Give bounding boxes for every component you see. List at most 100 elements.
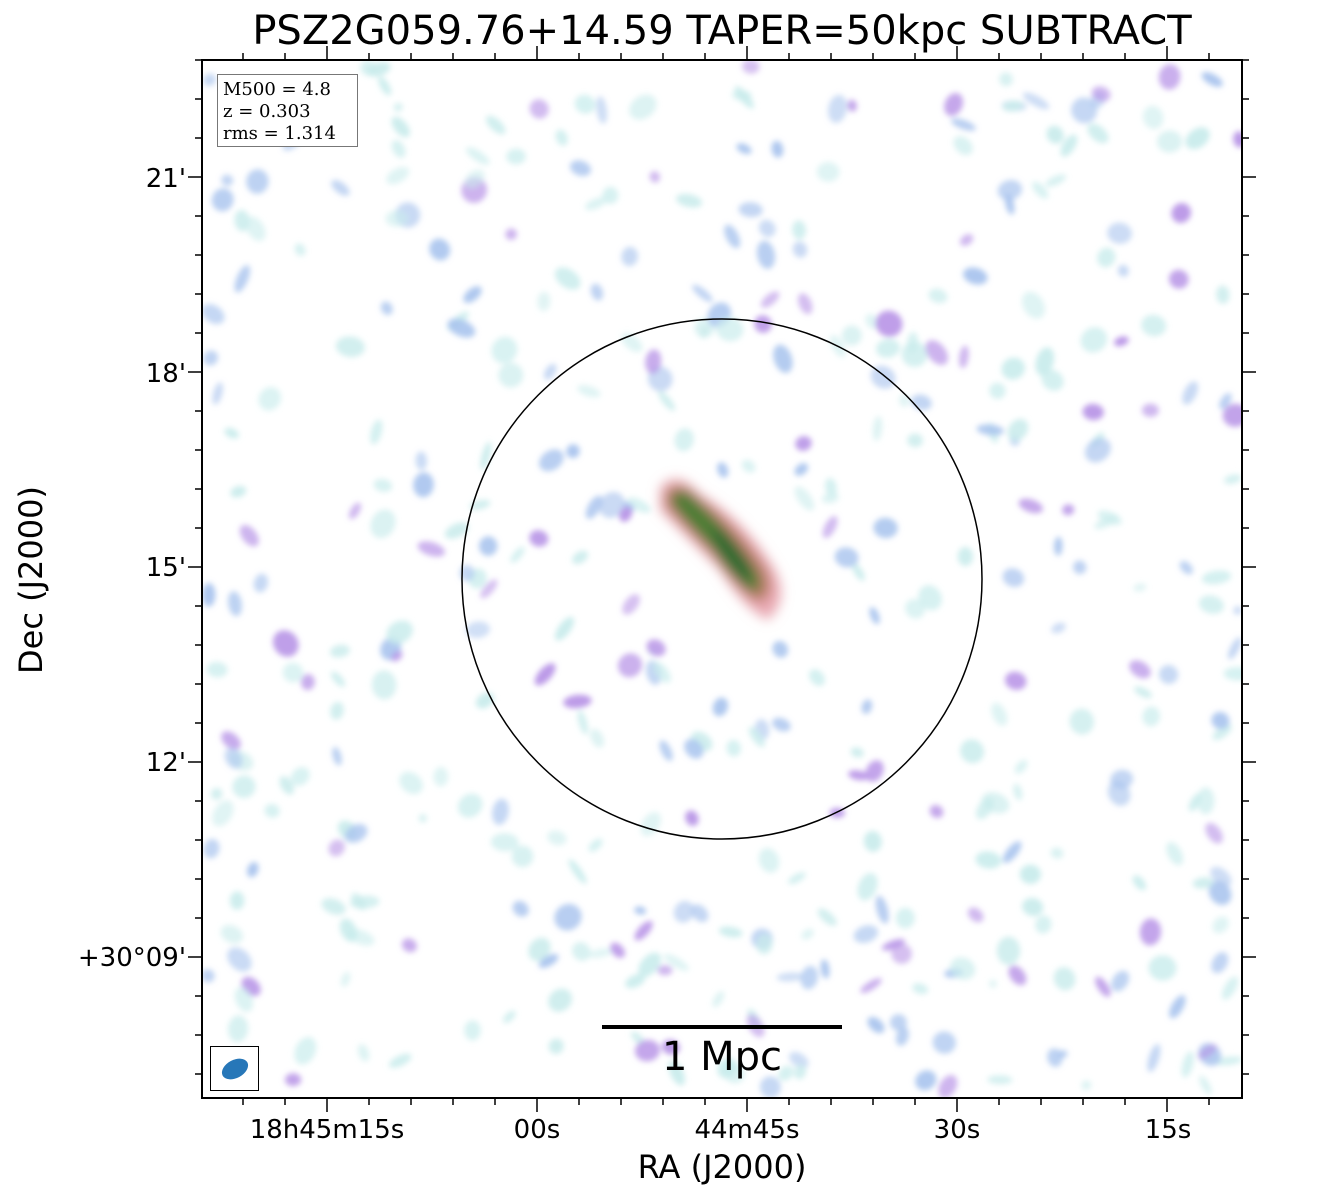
noise-speckle bbox=[1051, 622, 1066, 634]
noise-speckle bbox=[860, 978, 882, 994]
noise-speckle bbox=[491, 336, 518, 364]
noise-speckle bbox=[212, 800, 234, 827]
noise-speckle bbox=[663, 953, 689, 971]
noise-speckle bbox=[246, 169, 269, 194]
noise-speckle bbox=[1053, 967, 1076, 991]
noise-speckle bbox=[1022, 897, 1044, 917]
noise-speckle bbox=[895, 907, 915, 929]
noise-speckle bbox=[929, 804, 944, 819]
noise-speckle bbox=[1041, 369, 1064, 391]
noise-speckle bbox=[748, 726, 765, 748]
noise-speckle bbox=[391, 651, 403, 662]
noise-speckle bbox=[794, 463, 809, 476]
noise-speckle bbox=[1228, 637, 1242, 660]
noise-speckle bbox=[772, 717, 791, 732]
noise-speckle bbox=[290, 767, 310, 786]
noise-speckle bbox=[221, 174, 234, 186]
noise-speckle bbox=[1082, 403, 1104, 421]
noise-speckle bbox=[989, 382, 1006, 399]
noise-speckle bbox=[610, 942, 626, 958]
noise-speckle bbox=[1084, 437, 1111, 463]
noise-speckle bbox=[444, 522, 469, 539]
noise-speckle bbox=[758, 219, 776, 238]
noise-speckle bbox=[732, 90, 752, 101]
noise-speckle bbox=[505, 228, 517, 240]
noise-speckle bbox=[634, 920, 653, 941]
noise-speckle bbox=[847, 99, 857, 112]
noise-speckle bbox=[617, 653, 643, 678]
noise-speckle bbox=[808, 669, 826, 686]
noise-speckle bbox=[485, 115, 506, 135]
noise-speckle bbox=[759, 1076, 781, 1098]
noise-speckle bbox=[1001, 357, 1025, 380]
noise-speckle bbox=[760, 291, 780, 308]
noise-speckle bbox=[850, 747, 864, 758]
noise-speckle bbox=[659, 740, 673, 762]
noise-speckle bbox=[865, 760, 884, 782]
noise-speckle bbox=[229, 891, 245, 910]
noise-speckle bbox=[386, 620, 413, 644]
noise-speckle bbox=[202, 304, 225, 325]
noise-speckle bbox=[554, 267, 581, 290]
y-tick-label: +30°09' bbox=[78, 943, 186, 973]
noise-speckle bbox=[465, 147, 490, 165]
noise-speckle bbox=[224, 427, 239, 439]
noise-speckle bbox=[1181, 1051, 1194, 1078]
noise-speckle bbox=[1129, 660, 1151, 679]
noise-speckle bbox=[577, 384, 601, 398]
noise-speckle bbox=[1057, 1050, 1068, 1059]
noise-speckle bbox=[211, 188, 234, 212]
noise-speckle bbox=[1221, 976, 1239, 1000]
noise-speckle bbox=[300, 674, 315, 691]
noise-speckle bbox=[370, 419, 383, 445]
noise-speckle bbox=[1212, 916, 1229, 934]
noise-speckle bbox=[724, 224, 741, 249]
noise-speckle bbox=[590, 728, 605, 748]
noise-speckle bbox=[1216, 285, 1230, 304]
noise-speckle bbox=[510, 546, 525, 563]
noise-speckle-layer bbox=[202, 60, 1242, 1098]
noise-speckle bbox=[816, 161, 840, 182]
noise-speckle bbox=[464, 169, 485, 189]
noise-speckle bbox=[685, 810, 699, 826]
noise-speckle bbox=[949, 957, 976, 980]
noise-speckle bbox=[1201, 570, 1232, 585]
noise-speckle bbox=[227, 1015, 249, 1043]
noise-speckle bbox=[206, 661, 228, 678]
noise-speckle bbox=[570, 160, 591, 177]
noise-speckle bbox=[646, 639, 666, 657]
noise-speckle bbox=[234, 209, 250, 232]
noise-speckle bbox=[1212, 724, 1232, 741]
noise-speckle bbox=[875, 310, 903, 337]
noise-speckle bbox=[335, 336, 365, 358]
noise-speckle bbox=[715, 316, 744, 342]
noise-speckle bbox=[891, 943, 912, 964]
noise-speckle bbox=[957, 546, 974, 567]
noise-speckle bbox=[232, 775, 256, 799]
noise-speckle bbox=[889, 1014, 907, 1031]
noise-speckle bbox=[1062, 504, 1075, 516]
noise-speckle bbox=[649, 171, 661, 183]
noise-speckle bbox=[459, 564, 475, 582]
noise-speckle bbox=[684, 738, 704, 759]
noise-speckle bbox=[1205, 822, 1223, 844]
beam-box bbox=[210, 1046, 259, 1091]
noise-speckle bbox=[1148, 955, 1177, 981]
noise-speckle bbox=[788, 872, 806, 885]
noise-speckle bbox=[234, 987, 254, 1012]
noise-speckle bbox=[1002, 568, 1025, 587]
noise-speckle bbox=[572, 942, 591, 961]
noise-speckle bbox=[944, 92, 964, 117]
noise-speckle bbox=[1019, 864, 1041, 885]
noise-speckle bbox=[1032, 181, 1049, 199]
noise-speckle bbox=[932, 1031, 956, 1054]
noise-speckle bbox=[463, 286, 482, 303]
redshift-line: z = 0.303 bbox=[223, 101, 311, 122]
noise-speckle bbox=[1233, 131, 1242, 148]
noise-speckle bbox=[1004, 671, 1027, 690]
x-tick-label: 44m45s bbox=[694, 1115, 799, 1145]
noise-speckle bbox=[480, 579, 498, 599]
noise-speckle bbox=[718, 926, 743, 938]
noise-speckle bbox=[673, 900, 695, 923]
noise-speckle bbox=[742, 60, 760, 74]
